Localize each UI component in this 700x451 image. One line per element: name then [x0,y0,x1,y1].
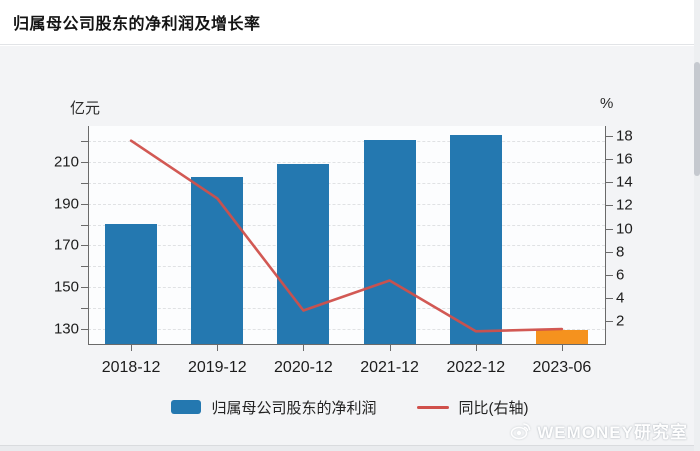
left-axis-tick [81,287,88,289]
title-bar: 归属母公司股东的净利润及增长率 [0,0,700,45]
legend-item-yoy: 同比(右轴) [416,397,529,418]
yoy-line [129,139,564,333]
right-axis-tick [606,251,613,253]
bar-2022-12 [449,135,502,344]
gridline [88,266,605,268]
right-axis-tick-label: 2 [616,312,625,330]
x-axis-label: 2022-12 [446,359,506,376]
gridline [88,182,605,184]
right-axis-tick [606,320,613,322]
left-axis-tick [81,182,88,184]
right-axis-line [605,126,606,344]
bar-2019-12 [191,176,244,344]
bar-2023-06 [535,330,588,344]
x-axis-label: 2018-12 [101,359,161,376]
left-axis-tick-label: 130 [53,320,79,338]
gridline [88,162,605,164]
bar-legend-swatch [171,400,202,414]
left-axis-tick [81,224,88,226]
x-axis-tick [475,344,477,351]
right-axis-tick-label: 4 [616,289,625,307]
left-axis-tick [81,328,88,330]
line-legend-label: 同比(右轴) [458,399,529,417]
x-axis-tick [303,344,305,351]
legend: 归属母公司股东的净利润 同比(右轴) [0,397,700,418]
bar-2020-12 [277,164,330,344]
weibo-icon [510,422,531,439]
left-axis-tick-label: 150 [53,278,79,296]
gridline [88,287,605,289]
x-axis-label: 2019-12 [187,359,247,376]
left-axis-line [88,126,89,344]
right-axis-tick [606,136,613,138]
left-axis-tick-label: 210 [53,153,79,171]
bottom-divider [0,445,700,451]
right-axis-tick-label: 6 [616,266,625,284]
bar-2021-12 [363,140,416,344]
x-axis-tick [131,344,133,351]
x-axis-label: 2020-12 [274,359,333,376]
left-axis-tick [81,245,88,247]
gridline [88,203,605,205]
bar-2018-12 [105,224,158,344]
x-axis-label: 2023-06 [532,359,592,376]
chart-area: 亿元 % 130 150 170 190 210 2 4 6 8 10 12 14 16 18 2018-1… [0,46,700,445]
gridline [88,328,605,330]
x-axis-tick [389,344,391,351]
right-axis-tick [606,159,613,161]
right-axis-tick-label: 18 [616,127,633,145]
left-axis-tick [81,307,88,309]
scrollbar-track[interactable] [694,0,700,451]
right-axis-tick-label: 14 [616,173,633,191]
left-axis-tick [81,266,88,268]
right-axis-tick-label: 8 [616,243,625,261]
watermark-text: WEMONEY研究室 [537,422,688,442]
left-axis-tick [81,141,88,143]
gridline [88,245,605,247]
right-axis-tick-label: 10 [616,220,633,237]
left-axis-tick-label: 170 [53,236,79,254]
right-axis-tick [606,228,613,230]
watermark: WEMONEY研究室 [510,417,688,443]
left-axis-tick [81,203,88,205]
right-axis-tick [606,182,613,184]
left-axis-tick [81,162,88,164]
gridline [88,141,605,143]
right-axis-tick [606,297,613,299]
right-axis-tick [606,274,613,276]
x-axis-label: 2021-12 [360,359,419,376]
left-axis-tick-label: 190 [53,195,79,213]
right-axis-unit: % [600,95,614,112]
x-axis-tick [217,344,219,351]
right-axis-tick-label: 12 [616,196,633,214]
scrollbar-thumb[interactable] [694,62,700,176]
gridline [88,224,605,226]
x-axis-line [88,344,606,345]
right-axis-tick [606,205,613,207]
x-axis-tick [561,344,563,351]
bar-legend-label: 归属母公司股东的净利润 [211,399,377,417]
left-axis-unit: 亿元 [70,100,101,117]
chart-title: 归属母公司股东的净利润及增长率 [13,16,261,33]
legend-item-netprofit: 归属母公司股东的净利润 [171,397,377,418]
right-axis-tick-label: 16 [616,150,633,168]
gridline [88,307,605,309]
line-legend-swatch [416,405,449,409]
